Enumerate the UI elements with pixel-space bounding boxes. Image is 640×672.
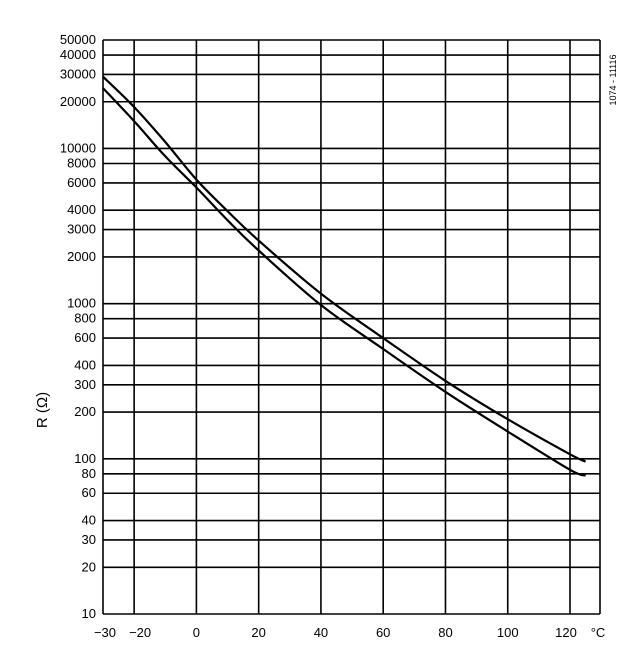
y-tick-label: 40 [82, 513, 96, 528]
x-tick-label: −20 [129, 625, 151, 640]
y-tick-label: 2000 [67, 249, 96, 264]
grid [102, 39, 601, 615]
x-tick-label: 100 [497, 625, 519, 640]
y-axis-label: R (Ω) [34, 392, 51, 428]
x-tick-label: 0 [193, 625, 200, 640]
y-tick-label: 4000 [67, 202, 96, 217]
x-tick-label: −30 [94, 625, 116, 640]
upper-limit-curve [102, 75, 587, 463]
y-tick-label: 10 [82, 606, 96, 621]
lower-limit-curve [102, 87, 586, 477]
x-tick-label: 80 [438, 625, 452, 640]
y-tick-label: 60 [82, 485, 96, 500]
x-tick-label: 20 [251, 625, 265, 640]
x-tick-label: 60 [376, 625, 390, 640]
y-tick-label: 40000 [60, 47, 96, 62]
y-tick-label: 600 [74, 330, 96, 345]
y-tick-label: 20000 [60, 94, 96, 109]
x-tick-label: 40 [314, 625, 328, 640]
x-tick-label: 120 [555, 625, 577, 640]
y-tick-label: 8000 [67, 156, 96, 171]
y-tick-label: 3000 [67, 222, 96, 237]
y-tick-label: 800 [74, 311, 96, 326]
y-tick-label: 20 [82, 559, 96, 574]
y-tick-label: 80 [82, 466, 96, 481]
y-tick-label: 50000 [60, 32, 96, 47]
y-tick-label: 10000 [60, 140, 96, 155]
y-tick-label: 300 [74, 377, 96, 392]
curves [102, 75, 587, 477]
y-tick-label: 1000 [67, 296, 96, 311]
y-tick-label: 200 [74, 404, 96, 419]
y-tick-label: 400 [74, 357, 96, 372]
figure-code: 1074 - 11116 [608, 54, 618, 105]
x-axis-unit: °C [591, 625, 606, 640]
y-tick-label: 30 [82, 532, 96, 547]
y-tick-label: 100 [74, 451, 96, 466]
tick-labels: 1020304060801002003004006008001000200030… [60, 32, 577, 640]
y-tick-label: 30000 [60, 66, 96, 81]
y-tick-label: 6000 [67, 175, 96, 190]
